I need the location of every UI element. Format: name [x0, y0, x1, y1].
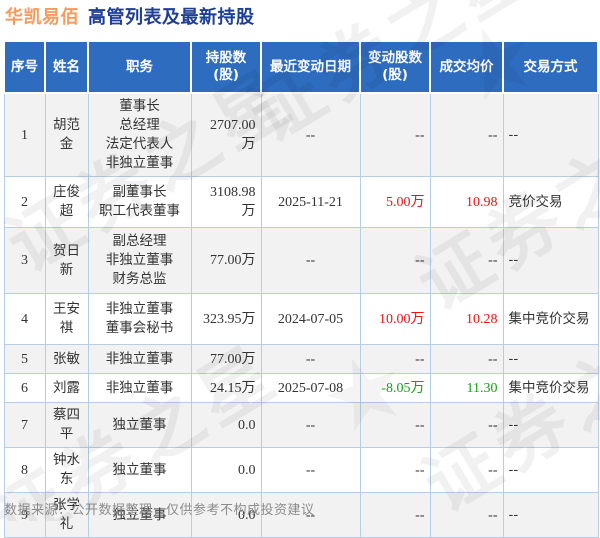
- cell-price: --: [429, 492, 504, 538]
- cell-date: 2025-11-21: [260, 176, 361, 228]
- cell-no: 2: [3, 176, 46, 228]
- executive-holdings-table: 序号 姓名 职务 持股数 (股) 最近变动日期 变动股数 (股) 成交均价 交易方式 1 胡范金 董事…: [3, 40, 599, 538]
- cell-name: 胡范金: [44, 92, 89, 177]
- header-cell-shares: 持股数 (股): [190, 40, 262, 94]
- cell-roles: 副总经理 非独立董事 财务总监: [87, 227, 192, 294]
- cell-roles: 副董事长 职工代表董事: [87, 176, 192, 228]
- cell-no: 6: [3, 373, 46, 403]
- cell-name: 庄俊超: [44, 176, 89, 228]
- cell-shares: 77.00万: [190, 344, 262, 374]
- cell-name: 王安祺: [44, 293, 89, 345]
- cell-price: --: [429, 344, 504, 374]
- cell-no: 5: [3, 344, 46, 374]
- company-name: 华凯易佰: [5, 7, 79, 28]
- cell-shares: 3108.98万: [190, 176, 262, 228]
- cell-no: 1: [3, 92, 46, 177]
- cell-roles: 非独立董事: [87, 344, 192, 374]
- header-row: 序号 姓名 职务 持股数 (股) 最近变动日期 变动股数 (股) 成交均价 交易方式: [3, 40, 599, 94]
- cell-date: --: [260, 92, 361, 177]
- cell-no: 7: [3, 402, 46, 448]
- cell-price: --: [429, 402, 504, 448]
- cell-change: --: [359, 492, 431, 538]
- cell-name: 蔡四平: [44, 402, 89, 448]
- cell-no: 3: [3, 227, 46, 294]
- cell-change: --: [359, 344, 431, 374]
- cell-method: --: [502, 402, 599, 448]
- cell-method: --: [502, 447, 599, 493]
- cell-name: 张敏: [44, 344, 89, 374]
- cell-no: 8: [3, 447, 46, 493]
- header-cell-change: 变动股数 (股): [359, 40, 431, 94]
- cell-method: --: [502, 92, 599, 177]
- header-cell-price: 成交均价: [429, 40, 504, 94]
- table-row: 5 张敏 非独立董事 77.00万 -- -- -- --: [3, 344, 599, 374]
- cell-price: --: [429, 227, 504, 294]
- data-source-note: 数据来源：公开数据整理，仅供参考不构成投资建议: [4, 503, 315, 518]
- table-row: 4 王安祺 非独立董事 董事会秘书 323.95万 2024-07-05 10.00万 10.…: [3, 293, 599, 345]
- cell-shares: 323.95万: [190, 293, 262, 345]
- cell-price: 10.98: [429, 176, 504, 228]
- cell-roles: 非独立董事 董事会秘书: [87, 293, 192, 345]
- cell-method: 集中竞价交易: [502, 293, 599, 345]
- title-text: 高管列表及最新持股: [88, 7, 255, 28]
- cell-change: --: [359, 447, 431, 493]
- cell-date: --: [260, 227, 361, 294]
- table-row: 8 钟水东 独立董事 0.0 -- -- -- --: [3, 447, 599, 493]
- cell-name: 刘露: [44, 373, 89, 403]
- table-row: 3 贺日新 副总经理 非独立董事 财务总监 77.00万 -- -- -- --: [3, 227, 599, 294]
- cell-roles: 董事长 总经理 法定代表人 非独立董事: [87, 92, 192, 177]
- cell-change: --: [359, 92, 431, 177]
- cell-method: --: [502, 344, 599, 374]
- header-cell-method: 交易方式: [502, 40, 599, 94]
- cell-roles: 非独立董事: [87, 373, 192, 403]
- cell-date: 2025-07-08: [260, 373, 361, 403]
- cell-shares: 0.0: [190, 447, 262, 493]
- cell-change: 10.00万: [359, 293, 431, 345]
- table-body: 1 胡范金 董事长 总经理 法定代表人 非独立董事 2707.00万 -- -- -- -- 2 庄俊超…: [3, 92, 599, 538]
- cell-shares: 24.15万: [190, 373, 262, 403]
- cell-price: --: [429, 92, 504, 177]
- header-cell-no: 序号: [3, 40, 46, 94]
- cell-price: --: [429, 447, 504, 493]
- cell-shares: 0.0: [190, 402, 262, 448]
- table-row: 6 刘露 非独立董事 24.15万 2025-07-08 -8.05万 11.30 集中竞价交…: [3, 373, 599, 403]
- cell-name: 钟水东: [44, 447, 89, 493]
- cell-change: -8.05万: [359, 373, 431, 403]
- page-title: 华凯易佰 高管列表及最新持股: [5, 3, 255, 29]
- cell-price: 10.28: [429, 293, 504, 345]
- cell-method: 集中竞价交易: [502, 373, 599, 403]
- cell-change: --: [359, 227, 431, 294]
- header-cell-name: 姓名: [44, 40, 89, 94]
- cell-change: 5.00万: [359, 176, 431, 228]
- cell-method: --: [502, 227, 599, 294]
- header-cell-roles: 职务: [87, 40, 192, 94]
- cell-shares: 2707.00万: [190, 92, 262, 177]
- header-cell-date: 最近变动日期: [260, 40, 361, 94]
- table-header: 序号 姓名 职务 持股数 (股) 最近变动日期 变动股数 (股) 成交均价 交易方式: [3, 40, 599, 94]
- cell-date: 2024-07-05: [260, 293, 361, 345]
- table-row: 7 蔡四平 独立董事 0.0 -- -- -- --: [3, 402, 599, 448]
- cell-date: --: [260, 344, 361, 374]
- cell-change: --: [359, 402, 431, 448]
- cell-method: 竞价交易: [502, 176, 599, 228]
- cell-date: --: [260, 402, 361, 448]
- cell-roles: 独立董事: [87, 402, 192, 448]
- cell-method: --: [502, 492, 599, 538]
- cell-price: 11.30: [429, 373, 504, 403]
- table-row: 2 庄俊超 副董事长 职工代表董事 3108.98万 2025-11-21 5.00万 10.…: [3, 176, 599, 228]
- cell-shares: 77.00万: [190, 227, 262, 294]
- cell-date: --: [260, 447, 361, 493]
- table-row: 1 胡范金 董事长 总经理 法定代表人 非独立董事 2707.00万 -- -- -- --: [3, 92, 599, 177]
- cell-no: 4: [3, 293, 46, 345]
- cell-name: 贺日新: [44, 227, 89, 294]
- cell-roles: 独立董事: [87, 447, 192, 493]
